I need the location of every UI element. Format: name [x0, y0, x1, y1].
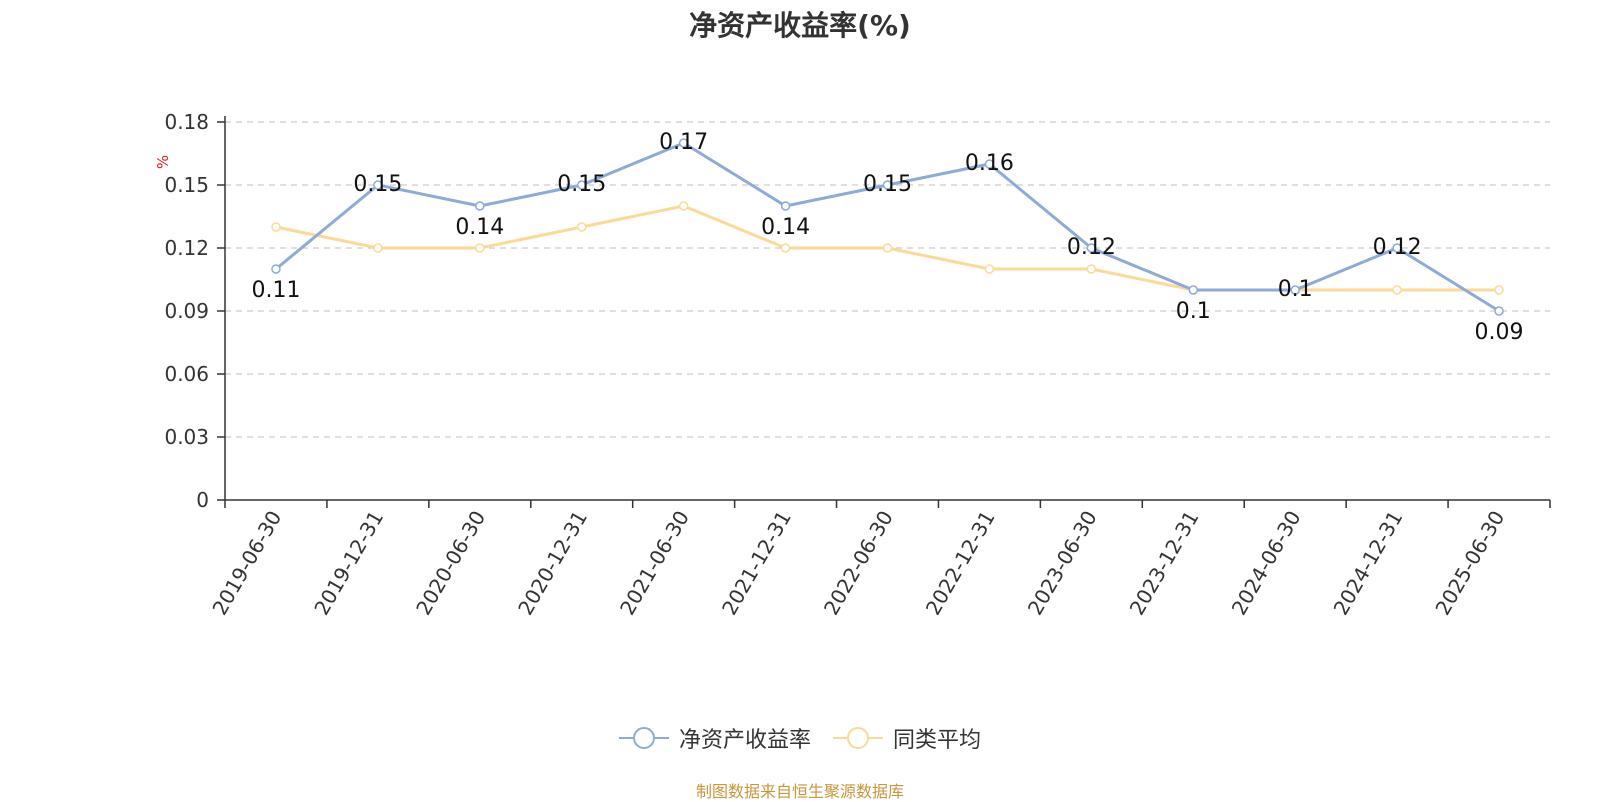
legend-line-marker-icon — [833, 727, 883, 749]
data-source-note: 制图数据来自恒生聚源数据库 — [695, 782, 904, 801]
data-point-roe — [1494, 306, 1504, 316]
data-point-roe — [780, 201, 791, 211]
data-point-roe — [678, 138, 689, 148]
data-point-peer-average — [475, 243, 485, 253]
data-point-peer-average — [576, 222, 587, 232]
y-tick-label: 0.18 — [164, 110, 209, 134]
x-tick-label: 2022-12-31 — [921, 507, 1000, 620]
data-point-peer-average — [373, 243, 383, 253]
data-label-roe: 0.12 — [1067, 235, 1116, 260]
data-point-roe — [1290, 285, 1300, 295]
data-point-roe — [475, 201, 485, 211]
chart-title: 净资产收益率(%) — [689, 9, 911, 42]
y-tick-label: 0.09 — [164, 299, 209, 323]
legend-label-roe: 净资产收益率 — [678, 728, 811, 753]
data-point-peer-average — [271, 222, 281, 232]
data-label-roe: 0.14 — [761, 215, 810, 240]
x-tick-label: 2023-12-31 — [1125, 507, 1204, 620]
data-label-roe: 0.11 — [251, 278, 300, 303]
data-point-peer-average — [780, 243, 791, 253]
x-tick-label: 2025-06-30 — [1430, 507, 1509, 620]
data-point-roe — [984, 159, 995, 169]
y-tick-label: 0.12 — [164, 236, 209, 260]
data-point-roe — [271, 264, 281, 274]
data-label-roe: 0.16 — [965, 151, 1014, 176]
x-tick-label: 2022-06-30 — [819, 507, 898, 620]
data-point-peer-average — [678, 201, 689, 211]
x-tick-label: 2020-06-30 — [411, 507, 490, 620]
data-point-peer-average — [882, 243, 893, 253]
data-point-roe — [1188, 285, 1199, 295]
data-label-roe: 0.14 — [455, 215, 504, 240]
x-tick-label: 2019-06-30 — [207, 507, 286, 620]
data-label-roe: 0.09 — [1475, 320, 1524, 345]
data-label-roe: 0.1 — [1278, 277, 1313, 302]
data-point-peer-average — [1494, 285, 1504, 295]
data-point-roe — [1086, 243, 1097, 253]
legend-line-marker-icon — [618, 727, 669, 749]
data-label-roe: 0.15 — [557, 172, 606, 197]
data-label-roe: 0.15 — [353, 172, 402, 197]
y-tick-label: 0.15 — [164, 173, 209, 197]
data-label-roe: 0.12 — [1373, 235, 1422, 260]
y-axis-label: % — [154, 155, 172, 169]
data-point-roe — [576, 180, 587, 190]
data-point-peer-average — [984, 264, 995, 274]
data-label-roe: 0.15 — [863, 172, 912, 197]
x-tick-label: 2023-06-30 — [1023, 507, 1102, 620]
x-tick-label: 2020-12-31 — [513, 507, 592, 620]
x-tick-label: 2024-12-31 — [1329, 507, 1408, 620]
data-point-roe — [882, 180, 893, 190]
legend-label-peer-average: 同类平均 — [893, 728, 982, 753]
y-tick-label: 0.06 — [164, 362, 209, 386]
data-label-roe: 0.1 — [1176, 299, 1211, 324]
y-tick-label: 0.03 — [164, 425, 209, 449]
data-point-roe — [373, 180, 383, 190]
data-label-roe: 0.17 — [659, 130, 708, 155]
x-tick-label: 2024-06-30 — [1227, 507, 1306, 620]
data-point-peer-average — [1086, 264, 1097, 274]
x-tick-label: 2021-06-30 — [615, 507, 694, 620]
legend-item-roe[interactable]: 净资产收益率 — [618, 722, 811, 754]
data-point-peer-average — [1392, 285, 1402, 295]
legend: 净资产收益率 同类平均 — [0, 722, 1600, 754]
line-chart: 0 0.03 0.06 0.09 0.12 0.15 0.18% 2019-06-30 2019… — [154, 110, 1551, 620]
data-point-roe — [1392, 243, 1402, 253]
legend-item-peer-average[interactable]: 同类平均 — [833, 722, 981, 754]
x-tick-label: 2019-12-31 — [309, 507, 388, 620]
y-tick-label: 0 — [196, 488, 209, 512]
x-tick-label: 2021-12-31 — [717, 507, 796, 620]
